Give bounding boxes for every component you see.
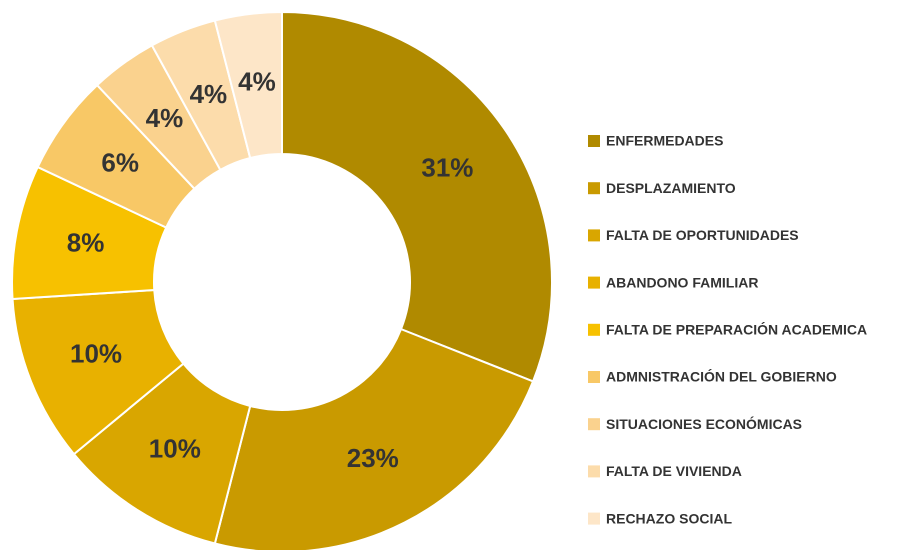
slice-label: 4% bbox=[146, 103, 184, 133]
slice-label: 8% bbox=[67, 227, 105, 257]
slice-label: 10% bbox=[149, 434, 201, 464]
legend-label: RECHAZO SOCIAL bbox=[606, 510, 732, 526]
legend-label: ABANDONO FAMILIAR bbox=[606, 274, 758, 290]
legend-label: ADMNISTRACIÓN DEL GOBIERNO bbox=[606, 368, 837, 385]
legend-swatch bbox=[588, 276, 600, 289]
legend-swatch bbox=[588, 465, 600, 478]
slice-label: 4% bbox=[190, 79, 228, 109]
legend-label: ENFERMEDADES bbox=[606, 133, 723, 149]
slice-label: 4% bbox=[238, 66, 276, 96]
slice-label: 10% bbox=[70, 338, 122, 368]
legend-label: FALTA DE PREPARACIÓN ACADEMICA bbox=[606, 321, 867, 338]
legend-swatch bbox=[588, 135, 600, 147]
legend-label: DESPLAZAMIENTO bbox=[606, 180, 736, 196]
slice-label: 6% bbox=[101, 147, 139, 177]
slice bbox=[281, 10, 553, 383]
legend-swatch bbox=[588, 371, 600, 383]
slice bbox=[213, 10, 283, 160]
legend-label: FALTA DE OPORTUNIDADES bbox=[606, 227, 799, 243]
legend-swatch bbox=[588, 323, 600, 336]
slice-label: 23% bbox=[347, 443, 399, 473]
slice bbox=[213, 327, 535, 550]
slice-label: 31% bbox=[421, 152, 473, 182]
legend-swatch bbox=[588, 512, 600, 525]
legend-swatch bbox=[588, 229, 600, 242]
legend-label: FALTA DE VIVIENDA bbox=[606, 463, 742, 479]
legend-swatch bbox=[588, 418, 600, 431]
legend-label: SITUACIONES ECONÓMICAS bbox=[606, 415, 802, 432]
legend-swatch bbox=[588, 182, 600, 195]
